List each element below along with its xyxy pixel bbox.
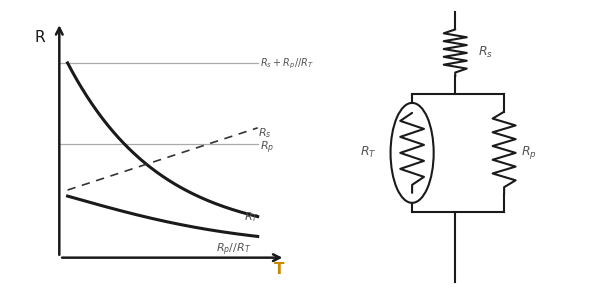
Text: $R_T$: $R_T$ [361, 145, 377, 161]
Text: R: R [35, 31, 45, 46]
Text: $R_p$: $R_p$ [521, 144, 537, 161]
Text: $R_p$: $R_p$ [261, 140, 275, 156]
Text: $R_s+R_p//R_T$: $R_s+R_p//R_T$ [261, 57, 314, 71]
Text: $R_s$: $R_s$ [258, 126, 271, 140]
Text: $R_p//R_T$: $R_p//R_T$ [216, 242, 252, 258]
Text: $R_T$: $R_T$ [244, 210, 259, 224]
Text: $R_s$: $R_s$ [478, 45, 494, 61]
Text: T: T [274, 262, 285, 277]
